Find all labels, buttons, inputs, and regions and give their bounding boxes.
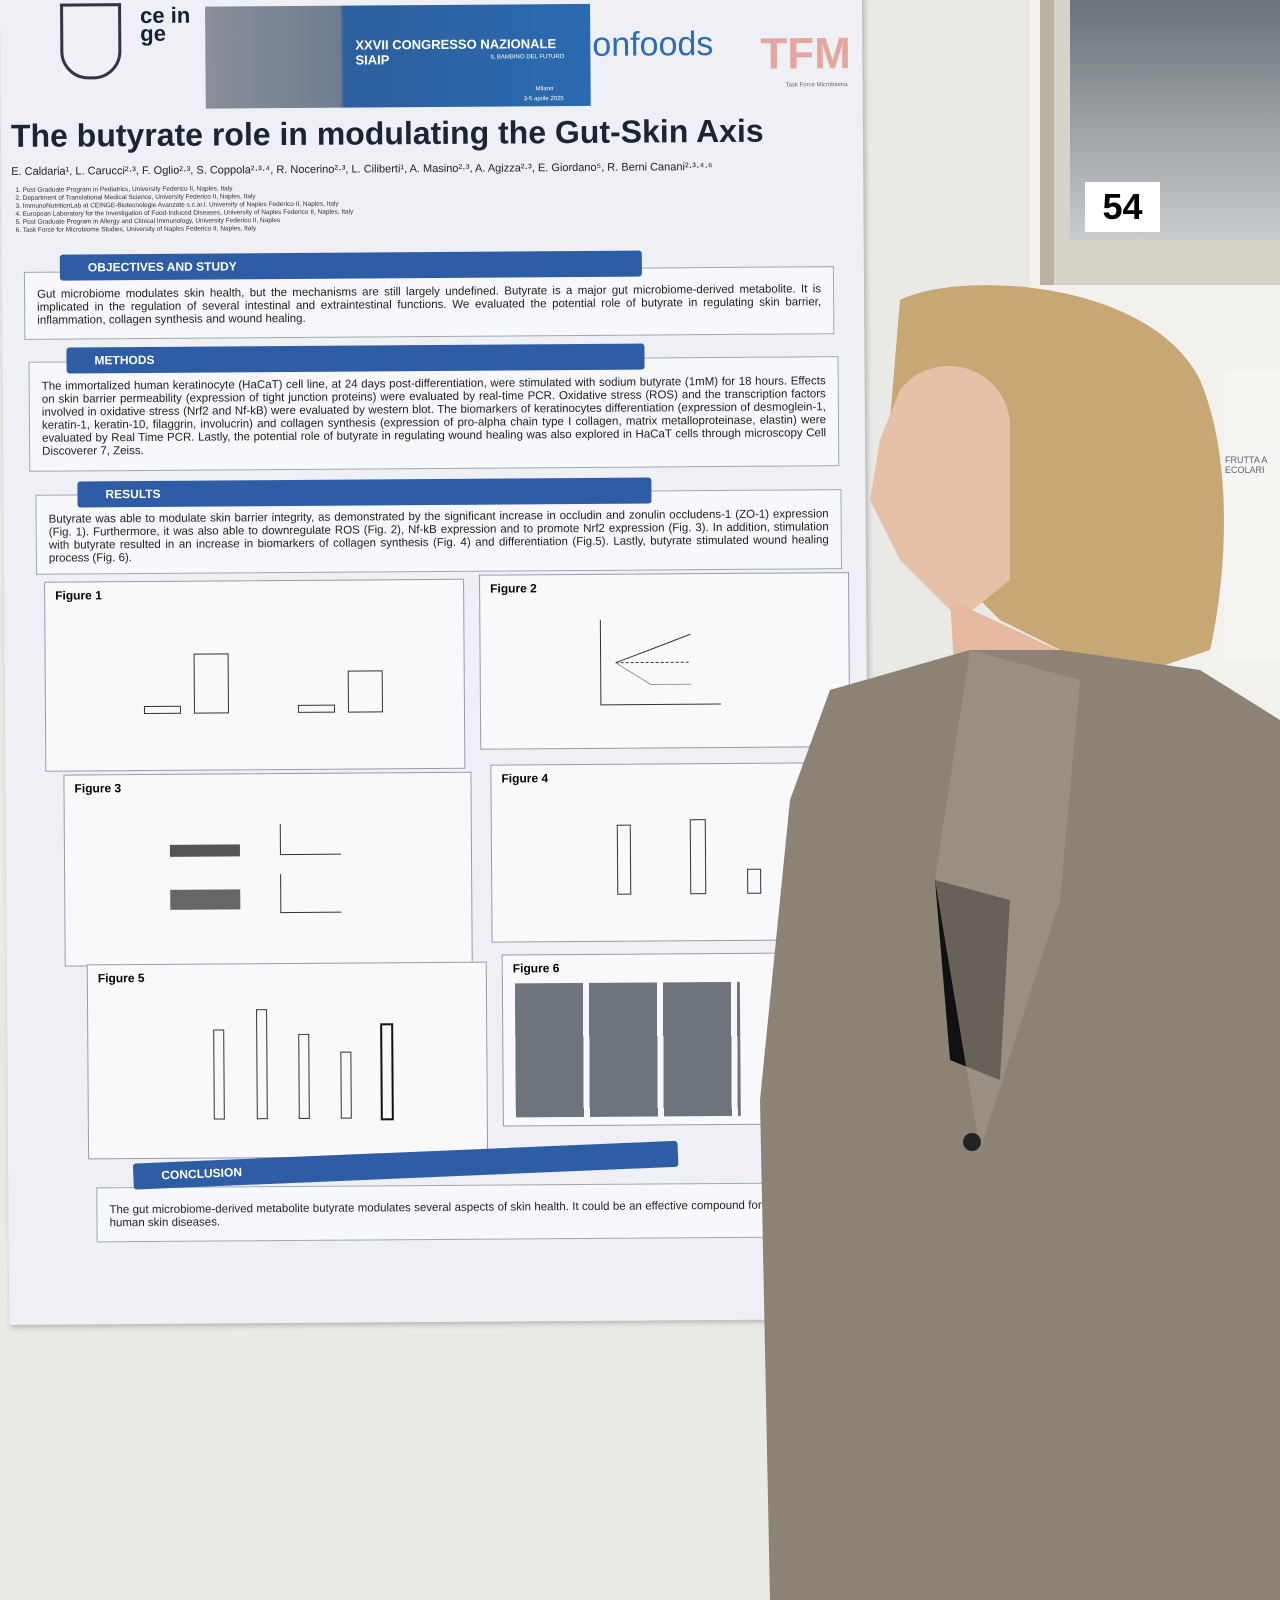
board-number: 54 — [1085, 182, 1160, 232]
side-text: FRUTTA A — [1225, 455, 1268, 465]
figure-graphic — [599, 619, 721, 706]
side-poster: FRUTTA A ECOLARI — [1225, 370, 1280, 660]
side-text: ECOLARI — [1225, 465, 1265, 475]
poster: ce in ge XXVII CONGRESSO NAZIONALE SIAIP… — [0, 0, 872, 1325]
figure: Figure 2 — [479, 572, 851, 750]
